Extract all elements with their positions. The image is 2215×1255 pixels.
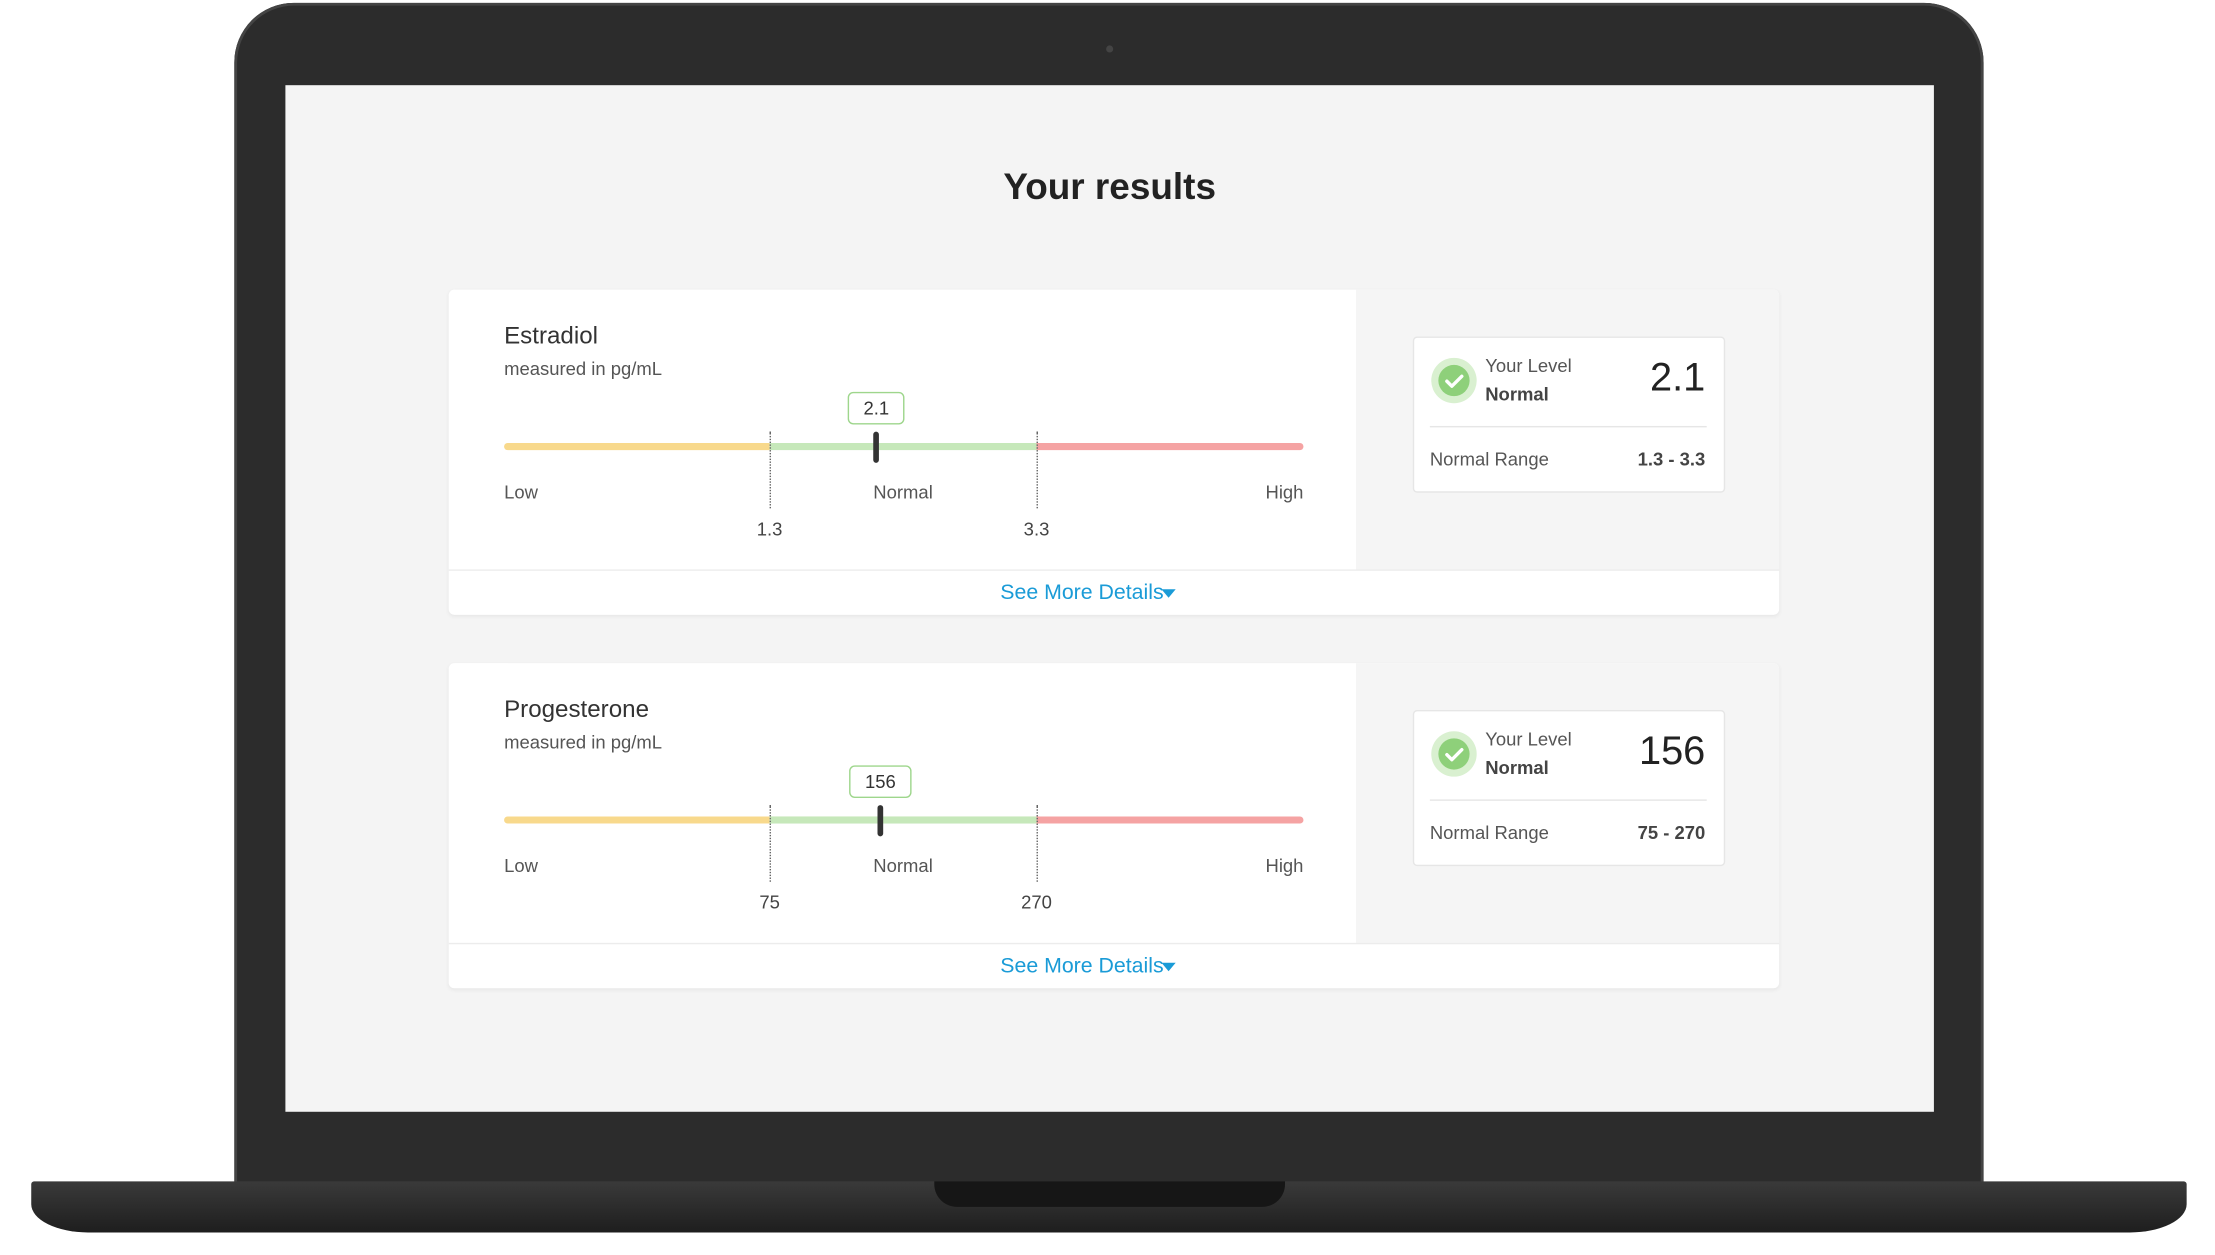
result-name: Progesterone <box>504 695 650 723</box>
level-label: Your Level <box>1485 728 1572 750</box>
result-name: Estradiol <box>504 322 598 350</box>
threshold-line <box>769 805 772 882</box>
value-bubble-label: 156 <box>849 765 912 798</box>
level-label: Your Level <box>1485 354 1572 377</box>
range-value: 75 - 270 <box>1637 822 1706 844</box>
range-label: Normal Range <box>1429 822 1549 844</box>
result-unit: measured in pg/mL <box>504 357 663 380</box>
threshold-line <box>769 431 772 509</box>
caret <box>1161 962 1176 972</box>
track-high <box>1036 442 1304 450</box>
card-divider <box>448 569 1780 571</box>
value-marker <box>873 431 880 463</box>
level-value: 156 <box>1638 728 1706 773</box>
check-svg <box>1431 357 1477 404</box>
track-normal <box>769 815 1037 823</box>
check-mark <box>1445 748 1464 762</box>
camera <box>1106 45 1114 53</box>
zone-label: High <box>1265 854 1304 877</box>
threshold-label: 270 <box>1021 891 1052 913</box>
threshold-label: 3.3 <box>1023 518 1050 540</box>
zone-label: Normal <box>873 481 933 503</box>
check-svg <box>1431 731 1477 777</box>
range-label: Normal Range <box>1429 448 1549 470</box>
page-title: Your results <box>1003 164 1216 208</box>
zone-label: High <box>1265 481 1304 503</box>
check-dot <box>1438 738 1470 770</box>
threshold-label: 75 <box>759 891 780 913</box>
result-unit: measured in pg/mL <box>504 731 663 753</box>
zone-label: Low <box>504 481 538 503</box>
track-high <box>1036 815 1304 823</box>
threshold-line <box>1036 805 1038 882</box>
box-divider <box>1429 799 1707 801</box>
check-icon <box>1430 356 1478 404</box>
level-value: 2.1 <box>1650 354 1706 399</box>
see-more-link[interactable]: See More Details <box>1000 954 1164 979</box>
value-bubble-label: 2.1 <box>847 391 905 425</box>
zone-label: Low <box>504 854 538 877</box>
threshold-label: 1.3 <box>756 518 783 540</box>
value-marker <box>877 805 884 837</box>
card-divider <box>448 942 1780 945</box>
value-bubble: 2.1 <box>791 391 961 425</box>
level-status: Normal <box>1485 383 1549 405</box>
check-icon <box>1430 730 1478 778</box>
track-low <box>504 815 770 823</box>
range-value: 1.3 - 3.3 <box>1637 448 1706 470</box>
caret <box>1161 589 1176 598</box>
laptop-notch <box>934 1181 1286 1207</box>
check-mark <box>1445 374 1464 388</box>
check-dot <box>1438 364 1470 397</box>
zone-label: Normal <box>873 854 933 877</box>
track-low <box>504 442 770 450</box>
track-normal <box>769 442 1037 450</box>
see-more-link[interactable]: See More Details <box>1000 580 1164 605</box>
level-status: Normal <box>1485 756 1549 779</box>
value-bubble: 156 <box>795 765 965 798</box>
box-divider <box>1429 425 1707 428</box>
threshold-line <box>1036 431 1038 509</box>
